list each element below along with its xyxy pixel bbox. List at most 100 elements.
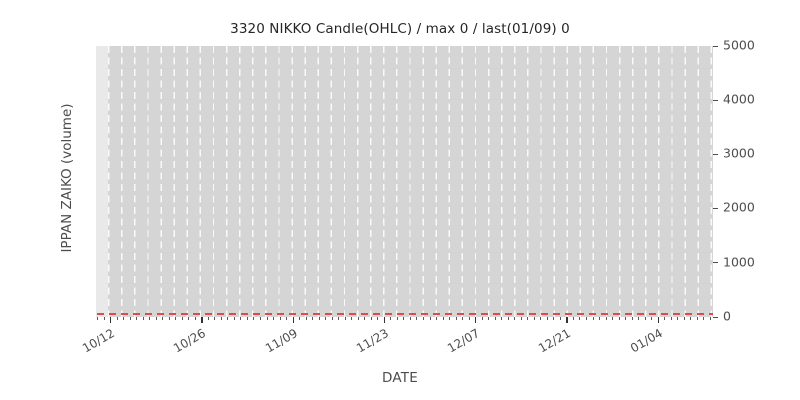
- x-axis-minor-tick: [351, 317, 353, 320]
- x-axis-minor-tick: [390, 317, 392, 320]
- x-axis-minor-tick: [644, 317, 646, 320]
- x-axis-minor-tick: [149, 317, 151, 320]
- y-axis-tick-mark: [713, 208, 718, 210]
- y-axis-tick-mark: [713, 99, 718, 101]
- x-axis-major-tick: [566, 317, 568, 323]
- x-axis-minor-tick: [631, 317, 633, 320]
- y-axis-tick-label: 4000: [723, 91, 755, 107]
- x-axis-minor-tick: [97, 317, 98, 320]
- x-axis-minor-tick: [357, 317, 359, 320]
- x-axis-minor-tick: [638, 317, 640, 320]
- x-axis-major-tick: [475, 317, 477, 323]
- x-axis-minor-tick: [260, 317, 261, 320]
- x-axis-minor-tick: [188, 317, 190, 320]
- y-axis-title: IPPAN ZAIKO (volume): [59, 103, 75, 253]
- x-axis-major-tick: [201, 317, 203, 323]
- x-axis-minor-tick: [455, 317, 457, 320]
- x-axis-minor-tick: [266, 317, 268, 320]
- x-axis-minor-tick: [559, 317, 561, 320]
- x-axis-minor-tick: [664, 317, 666, 320]
- x-axis-minor-tick: [586, 317, 587, 320]
- y-axis-tick-label: 2000: [723, 199, 755, 215]
- x-axis-minor-tick: [325, 317, 327, 320]
- y-axis-tick-mark: [713, 153, 718, 155]
- x-axis-minor-tick: [331, 317, 333, 320]
- x-axis-minor-tick: [240, 317, 242, 320]
- x-axis-minor-tick: [370, 317, 372, 320]
- x-axis-minor-tick: [175, 317, 177, 320]
- x-axis-minor-tick: [520, 317, 522, 320]
- x-axis-minor-tick: [605, 317, 607, 320]
- x-axis-tick-label: 11/23: [353, 326, 391, 356]
- x-axis-minor-tick: [220, 317, 222, 320]
- x-axis-minor-tick: [696, 317, 698, 320]
- x-axis-minor-tick: [423, 317, 424, 320]
- x-axis-minor-tick: [207, 317, 209, 320]
- x-axis-minor-tick: [273, 317, 275, 320]
- x-axis-minor-tick: [129, 317, 131, 320]
- x-axis-minor-tick: [540, 317, 542, 320]
- x-axis-minor-tick: [396, 317, 398, 320]
- y-axis-tick-label: 0: [723, 308, 731, 324]
- plot-left-margin-band: [96, 46, 108, 317]
- x-axis-tick-label: 01/04: [627, 326, 665, 356]
- x-axis-minor-tick: [162, 317, 164, 320]
- x-axis-minor-tick: [253, 317, 255, 320]
- x-axis-minor-tick: [677, 317, 679, 320]
- x-axis-minor-tick: [312, 317, 314, 320]
- x-axis-minor-tick: [142, 317, 144, 320]
- x-axis-tick-label: 10/26: [171, 326, 209, 356]
- x-axis-minor-tick: [683, 317, 685, 320]
- x-axis-minor-tick: [123, 317, 125, 320]
- x-axis-major-tick: [110, 317, 112, 323]
- x-axis-minor-tick: [116, 317, 118, 320]
- x-axis-minor-tick: [233, 317, 235, 320]
- x-axis-minor-tick: [703, 317, 705, 320]
- x-axis-major-tick: [383, 317, 386, 323]
- x-axis-minor-tick: [533, 317, 535, 320]
- x-axis: [96, 317, 713, 327]
- x-axis-minor-tick: [481, 317, 483, 320]
- x-axis-minor-tick: [416, 317, 418, 320]
- y-axis-tick-label: 3000: [723, 145, 755, 161]
- x-axis-minor-tick: [618, 317, 620, 320]
- y-axis: 0 1000 2000 3000 4000 5000: [713, 39, 793, 322]
- x-axis-tick-label: 12/07: [445, 326, 483, 356]
- y-axis-tick-label: 1000: [723, 254, 755, 270]
- x-axis-minor-tick: [305, 317, 307, 320]
- series-line-ippan-zaiko: [97, 313, 713, 315]
- plot-area[interactable]: [96, 46, 713, 317]
- x-axis-minor-tick: [136, 317, 138, 320]
- x-axis-minor-tick: [553, 317, 555, 320]
- x-axis-minor-tick: [501, 317, 503, 320]
- x-axis-minor-tick: [338, 317, 340, 320]
- x-axis-minor-tick: [546, 317, 548, 320]
- x-axis-minor-tick: [318, 317, 320, 320]
- x-axis-minor-tick: [364, 317, 366, 320]
- y-axis-tick-mark: [713, 45, 718, 47]
- x-axis-major-tick: [292, 317, 294, 323]
- x-axis-minor-tick: [344, 317, 346, 320]
- x-axis-minor-tick: [168, 317, 170, 320]
- x-axis-minor-tick: [155, 317, 157, 320]
- x-axis-minor-tick: [572, 317, 574, 320]
- x-axis-minor-tick: [709, 317, 711, 320]
- x-axis-minor-tick: [599, 317, 601, 320]
- x-axis-minor-tick: [651, 317, 653, 320]
- x-axis-minor-tick: [507, 317, 509, 320]
- x-axis-minor-tick: [429, 317, 431, 320]
- x-axis-title: DATE: [382, 370, 418, 386]
- x-axis-minor-tick: [299, 317, 301, 320]
- x-axis-minor-tick: [279, 317, 281, 320]
- x-axis-minor-tick: [377, 317, 379, 320]
- x-axis-minor-tick: [670, 317, 672, 320]
- x-axis-tick-label: 10/12: [80, 326, 118, 356]
- x-axis-major-tick: [657, 317, 659, 323]
- y-axis-tick-mark: [713, 262, 718, 264]
- x-axis-tick-label: 11/09: [262, 326, 300, 356]
- x-axis-minor-tick: [227, 317, 229, 320]
- x-axis-minor-tick: [436, 317, 438, 320]
- y-axis-tick-label: 5000: [723, 37, 755, 53]
- x-axis-minor-tick: [194, 317, 196, 320]
